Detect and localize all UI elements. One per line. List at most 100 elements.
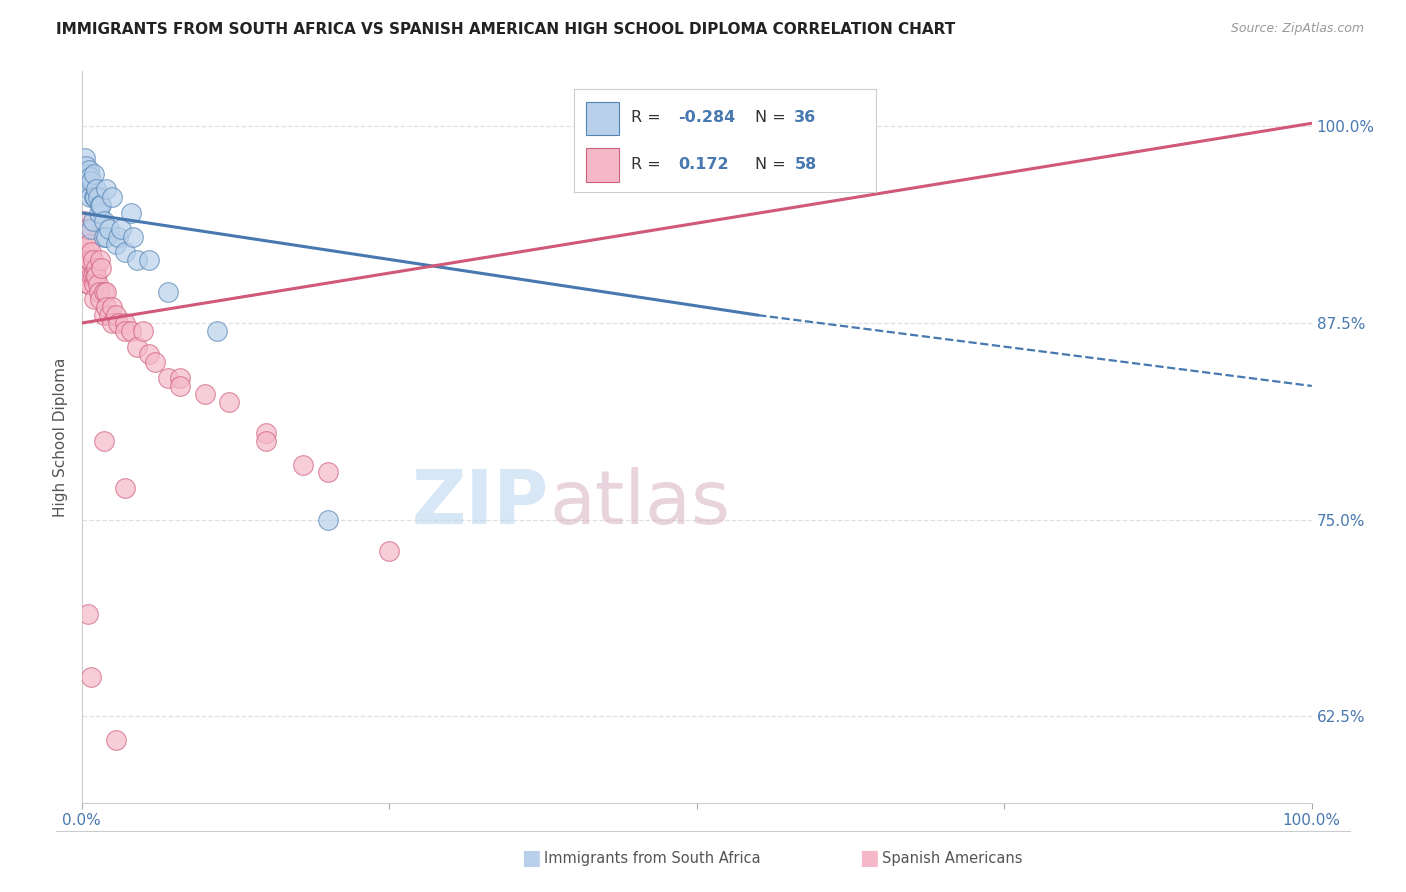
Point [86, 260, 108, 275]
Point [138, 253, 160, 268]
Point [105, 308, 127, 322]
Point [105, 237, 127, 252]
Point [75, 245, 97, 260]
Point [96, 182, 118, 196]
Point [105, 732, 127, 747]
Text: 58: 58 [794, 157, 817, 171]
Point [77, 253, 100, 268]
Text: -0.284: -0.284 [678, 111, 735, 126]
Point [93, 308, 115, 322]
Point [292, 458, 315, 472]
Point [316, 466, 339, 480]
Text: atlas: atlas [548, 467, 730, 541]
Point [89, 293, 111, 307]
Text: ■: ■ [522, 848, 541, 868]
Text: IMMIGRANTS FROM SOUTH AFRICA VS SPANISH AMERICAN HIGH SCHOOL DIPLOMA CORRELATION: IMMIGRANTS FROM SOUTH AFRICA VS SPANISH … [56, 22, 956, 37]
Point [77, 163, 100, 178]
Point [120, 206, 142, 220]
Text: Source: ZipAtlas.com: Source: ZipAtlas.com [1230, 22, 1364, 36]
Point [132, 324, 155, 338]
Point [89, 198, 111, 212]
Point [93, 434, 115, 448]
Point [125, 253, 148, 268]
Text: ■: ■ [859, 848, 879, 868]
Point [79, 253, 101, 268]
Point [96, 229, 118, 244]
Point [79, 190, 101, 204]
Point [76, 253, 98, 268]
Point [114, 324, 136, 338]
Point [80, 174, 103, 188]
Text: Spanish Americans: Spanish Americans [882, 851, 1022, 865]
Point [77, 237, 100, 252]
Point [76, 221, 98, 235]
Point [73, 214, 96, 228]
Point [79, 169, 101, 184]
Point [76, 174, 98, 188]
Point [93, 214, 115, 228]
Point [82, 268, 104, 283]
Point [86, 268, 108, 283]
Point [83, 293, 105, 307]
Point [169, 379, 191, 393]
Text: 36: 36 [794, 111, 817, 126]
Point [110, 221, 132, 235]
Point [97, 308, 120, 322]
Point [89, 253, 111, 268]
Point [97, 221, 120, 235]
Point [76, 229, 98, 244]
Point [82, 214, 104, 228]
Point [76, 268, 98, 283]
Text: Immigrants from South Africa: Immigrants from South Africa [544, 851, 761, 865]
Point [169, 371, 191, 385]
Point [83, 277, 105, 291]
Bar [586, 102, 619, 136]
Point [84, 268, 107, 283]
Point [86, 277, 108, 291]
Point [194, 387, 217, 401]
Point [80, 670, 103, 684]
Point [76, 159, 98, 173]
Point [80, 245, 103, 260]
Point [80, 221, 103, 235]
Text: 0.172: 0.172 [678, 157, 728, 171]
Text: N =: N = [755, 111, 786, 126]
Point [93, 285, 115, 299]
Point [86, 182, 108, 196]
Point [107, 229, 129, 244]
Point [254, 434, 277, 448]
Point [76, 167, 98, 181]
Point [125, 340, 148, 354]
Point [156, 285, 179, 299]
Point [120, 324, 142, 338]
Point [82, 253, 104, 268]
Text: R =: R = [631, 157, 661, 171]
Point [316, 513, 339, 527]
Point [156, 371, 179, 385]
Point [90, 260, 112, 275]
Point [80, 268, 103, 283]
Point [101, 190, 124, 204]
Point [114, 481, 136, 495]
Point [254, 426, 277, 441]
Point [205, 324, 228, 338]
Point [76, 260, 98, 275]
Y-axis label: High School Diploma: High School Diploma [53, 358, 69, 516]
Point [138, 347, 160, 361]
Point [101, 316, 124, 330]
Point [86, 190, 108, 204]
Text: R =: R = [631, 111, 661, 126]
Point [76, 607, 98, 621]
Point [75, 221, 97, 235]
Text: N =: N = [755, 157, 786, 171]
Point [218, 394, 240, 409]
Point [107, 316, 129, 330]
Point [84, 190, 107, 204]
Point [83, 167, 105, 181]
Point [77, 182, 100, 196]
Point [96, 301, 118, 315]
Point [96, 285, 118, 299]
Point [76, 277, 98, 291]
Point [145, 355, 166, 369]
Point [378, 544, 401, 558]
